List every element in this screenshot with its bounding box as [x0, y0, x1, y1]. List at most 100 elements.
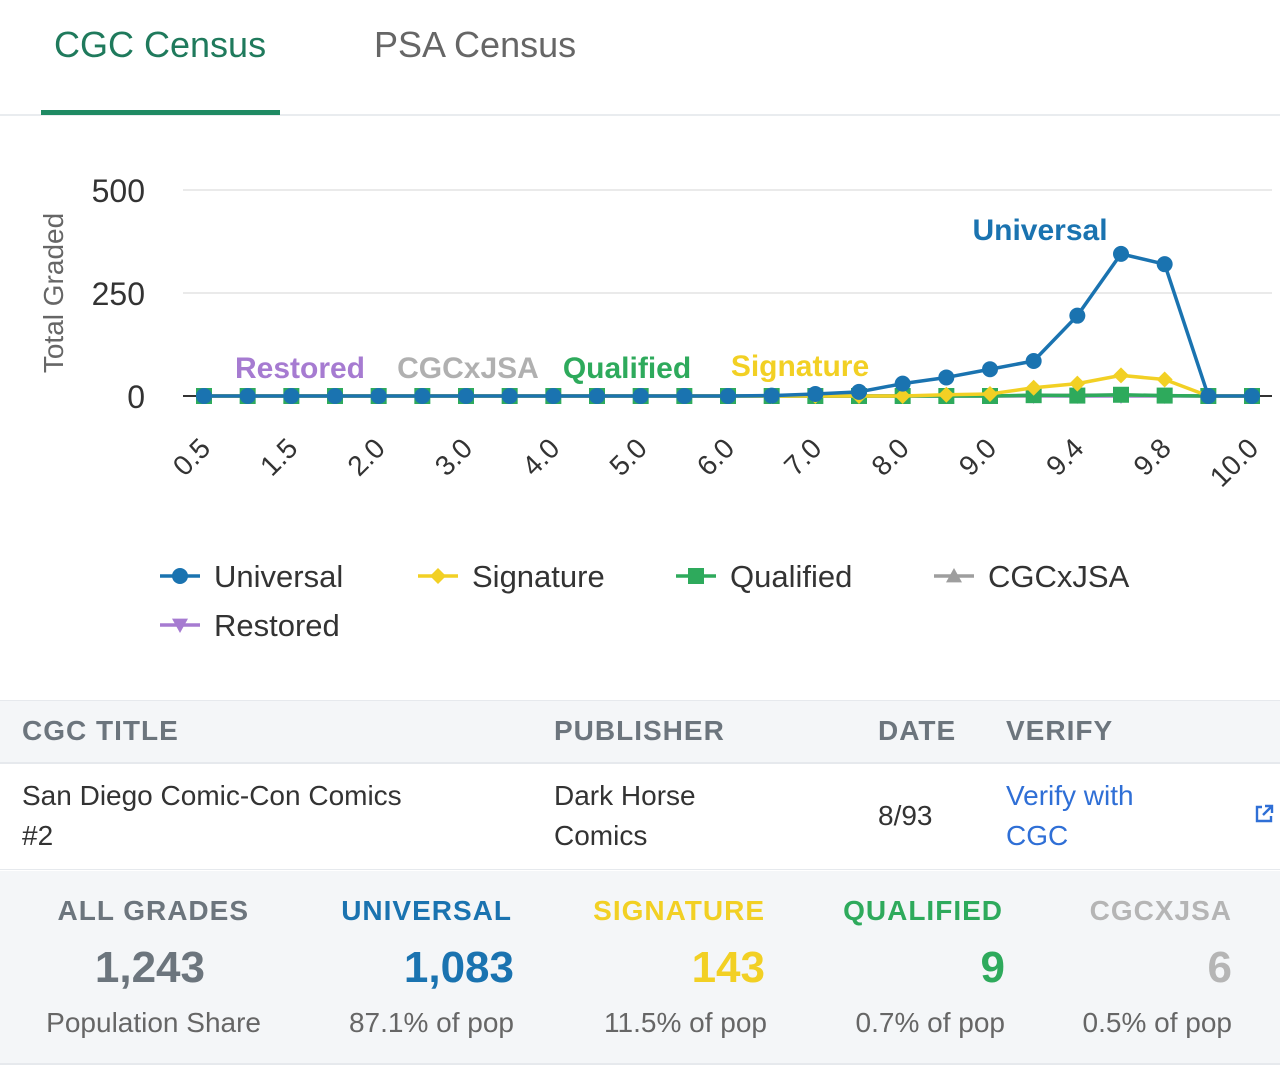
chart-annotations: Universal Restored CGCxJSA Qualified Signatu… — [235, 214, 1108, 385]
x-tick-7.0: 7.0 — [778, 432, 827, 481]
stat-label-cgcxjsa: CGCXJSA — [1089, 895, 1232, 926]
y-axis-label: Total Graded — [38, 213, 69, 373]
annotation-restored: Restored — [235, 352, 365, 385]
annotation-signature: Signature — [731, 350, 869, 383]
point-universal-2.0 — [370, 388, 387, 404]
stat-share-signature: 11.5% of pop — [604, 1007, 767, 1038]
stat-value-qualified: 9 — [980, 943, 1005, 992]
comic-title-line2: #2 — [22, 820, 54, 851]
tab-psa-census[interactable]: PSA Census — [374, 24, 577, 65]
legend-item-cgcxjsa: CGCxJSA — [934, 559, 1130, 594]
legend-item-qualified: Qualified — [676, 559, 852, 594]
annotation-universal: Universal — [972, 214, 1107, 247]
legend-marker-restored — [172, 618, 188, 633]
y-tick-250: 250 — [92, 276, 145, 312]
publisher-line2: Comics — [554, 820, 648, 851]
point-universal-9.2 — [1025, 352, 1042, 369]
point-qualified-9.6 — [1113, 386, 1129, 403]
census-table-header: CGC TITLE PUBLISHER DATE VERIFY — [0, 700, 1280, 764]
x-tick-1.5: 1.5 — [254, 432, 303, 481]
stat-value-universal: 1,083 — [403, 943, 514, 992]
legend-item-universal: Universal — [160, 559, 343, 594]
external-link-icon[interactable] — [1252, 802, 1276, 826]
x-tick-5.0: 5.0 — [603, 432, 652, 481]
publish-date: 8/93 — [878, 800, 933, 831]
x-tick-3.0: 3.0 — [429, 432, 478, 481]
point-signature-9.4 — [1069, 375, 1086, 392]
point-qualified-9.4 — [1069, 387, 1086, 404]
point-universal-2.5 — [414, 388, 431, 404]
point-universal-1.0 — [239, 388, 256, 404]
x-tick-0.5: 0.5 — [167, 432, 216, 481]
point-universal-10.0 — [1244, 388, 1260, 404]
legend-item-restored: Restored — [160, 608, 340, 643]
point-universal-4.0 — [545, 388, 562, 404]
x-tick-6.0: 6.0 — [691, 432, 740, 481]
point-universal-1.8 — [327, 388, 343, 404]
point-qualified-9.8 — [1156, 387, 1173, 404]
chart-series — [196, 245, 1260, 404]
point-universal-9.6 — [1113, 245, 1129, 262]
active-tab-indicator — [41, 110, 280, 115]
x-tick-9.0: 9.0 — [953, 432, 1002, 481]
series-universal — [196, 245, 1260, 404]
annotation-qualified: Qualified — [563, 352, 691, 385]
y-tick-0: 0 — [127, 379, 145, 415]
point-universal-9.4 — [1069, 307, 1086, 324]
tab-cgc-census[interactable]: CGC Census — [54, 24, 267, 65]
comic-title-line1: San Diego Comic-Con Comics — [22, 780, 402, 811]
x-tick-4.0: 4.0 — [516, 432, 565, 481]
comic-title: San Diego Comic-Con Comics #2 — [22, 776, 402, 856]
point-universal-3.5 — [501, 388, 518, 404]
stat-share-all-grades: Population Share — [46, 1007, 261, 1038]
stat-label-all-grades: ALL GRADES — [57, 895, 249, 926]
stat-value-signature: 143 — [691, 943, 765, 992]
point-signature-9.2 — [1025, 379, 1042, 396]
point-universal-8.5 — [938, 369, 955, 386]
legend-label-universal: Universal — [214, 559, 343, 594]
legend-label-cgcxjsa: CGCxJSA — [988, 559, 1130, 594]
verify-with-cgc-link[interactable]: Verify with CGC — [1006, 776, 1134, 856]
legend-marker-signature — [430, 568, 446, 584]
point-universal-6.5 — [763, 387, 780, 404]
stat-value-cgcxjsa: 6 — [1207, 943, 1232, 992]
stat-label-universal: UNIVERSAL — [341, 895, 512, 926]
point-signature-8.5 — [938, 386, 955, 403]
point-signature-9.8 — [1156, 371, 1173, 388]
legend-label-restored: Restored — [214, 608, 340, 643]
stat-share-universal: 87.1% of pop — [348, 1007, 514, 1038]
chart-legend: Universal Signature Qualified CGCxJSA Restor… — [160, 559, 1130, 643]
x-axis-ticks: 0.5 1.5 2.0 3.0 4.0 5.0 6.0 7.0 8.0 9.0 9.4 9.8 10.0 — [167, 432, 1264, 492]
y-tick-500: 500 — [92, 173, 145, 209]
x-tick-10.0: 10.0 — [1204, 432, 1264, 492]
point-signature-9.0 — [982, 385, 998, 402]
point-signature-9.6 — [1113, 367, 1129, 384]
legend-label-qualified: Qualified — [730, 559, 852, 594]
verify-link-line2: CGC — [1006, 820, 1069, 851]
point-universal-9.8 — [1156, 256, 1173, 273]
point-universal-9.0 — [982, 361, 998, 378]
header-cgc-title: CGC TITLE — [22, 715, 179, 746]
stat-share-cgcxjsa: 0.5% of pop — [1082, 1007, 1232, 1038]
point-universal-5.5 — [676, 388, 693, 404]
header-publisher: PUBLISHER — [554, 715, 725, 746]
y-axis-ticks: 0 250 500 — [92, 173, 145, 415]
publisher: Dark Horse Comics — [554, 776, 696, 856]
point-universal-4.5 — [589, 388, 605, 404]
point-universal-9.9 — [1200, 388, 1217, 404]
point-signature-8.0 — [894, 388, 911, 404]
point-universal-3.0 — [458, 388, 474, 404]
point-universal-6.0 — [720, 388, 736, 404]
x-tick-2.0: 2.0 — [341, 432, 390, 481]
legend-marker-universal — [172, 568, 188, 584]
stat-label-qualified: QUALIFIED — [843, 895, 1003, 926]
point-universal-7.5 — [851, 383, 867, 400]
legend-label-signature: Signature — [472, 559, 605, 594]
point-universal-0.5 — [196, 388, 212, 404]
verify-link-line1: Verify with — [1006, 780, 1134, 811]
legend-marker-qualified — [688, 568, 704, 584]
population-stats: ALL GRADES 1,243 Population Share UNIVER… — [0, 871, 1280, 1065]
legend-item-signature: Signature — [418, 559, 605, 594]
publisher-line1: Dark Horse — [554, 780, 696, 811]
point-universal-5.0 — [632, 388, 649, 404]
